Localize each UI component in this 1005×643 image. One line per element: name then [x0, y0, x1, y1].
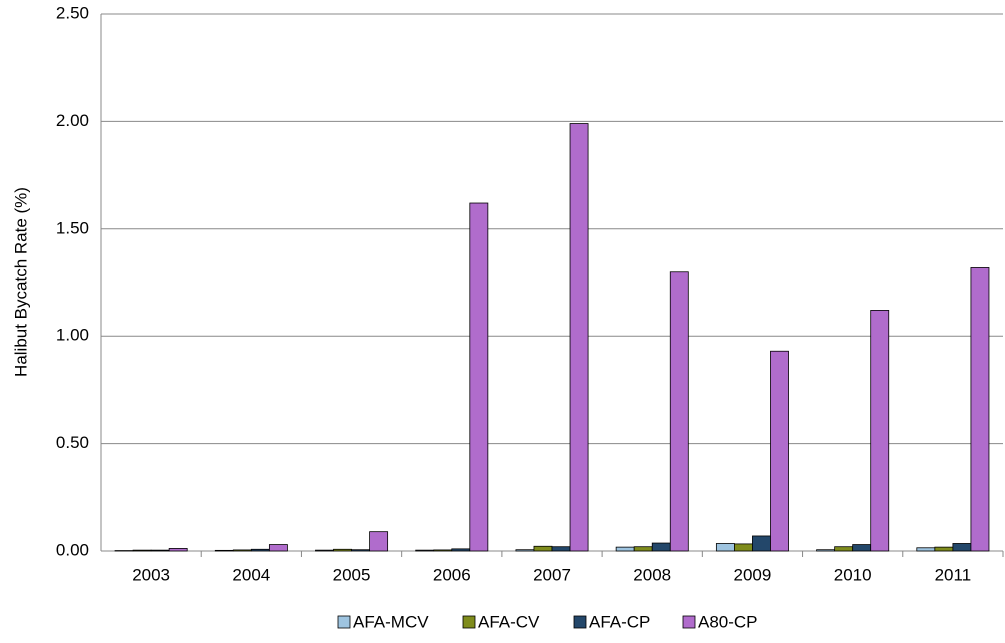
bar — [151, 550, 169, 551]
y-tick-label: 2.50 — [56, 3, 89, 22]
x-tick-label: 2005 — [333, 565, 371, 584]
bar — [251, 549, 269, 551]
bar — [817, 550, 835, 551]
bar — [169, 548, 187, 551]
bar — [634, 547, 652, 551]
legend-label: A80-CP — [698, 612, 758, 631]
bar — [552, 547, 570, 551]
bar — [352, 550, 370, 551]
bar — [871, 310, 889, 551]
y-tick-label: 1.50 — [56, 218, 89, 237]
x-tick-label: 2010 — [834, 565, 872, 584]
bar — [570, 124, 588, 551]
bar — [434, 550, 452, 551]
bar — [652, 543, 670, 551]
y-tick-label: 2.00 — [56, 111, 89, 130]
bar — [334, 549, 352, 551]
bar — [971, 267, 989, 551]
bar — [470, 203, 488, 551]
bar — [917, 548, 935, 551]
bar — [233, 550, 251, 551]
bar — [670, 272, 688, 551]
legend-label: AFA-MCV — [353, 612, 429, 631]
bar — [734, 544, 752, 551]
bar — [716, 543, 734, 551]
x-tick-label: 2003 — [132, 565, 170, 584]
y-axis-title: Halibut Bycatch Rate (%) — [11, 187, 30, 377]
legend-swatch — [683, 616, 695, 628]
bar — [835, 547, 853, 551]
bar — [534, 546, 552, 551]
legend-swatch — [463, 616, 475, 628]
bar — [269, 545, 287, 551]
bar — [516, 550, 534, 551]
bar — [953, 543, 971, 551]
bar — [416, 550, 434, 551]
bar — [853, 545, 871, 551]
x-tick-label: 2011 — [935, 565, 972, 584]
x-tick-label: 2008 — [633, 565, 671, 584]
bar — [935, 547, 953, 551]
y-tick-label: 1.00 — [56, 326, 89, 345]
x-tick-label: 2007 — [533, 565, 571, 584]
bar — [752, 536, 770, 551]
bar — [315, 550, 333, 551]
y-tick-label: 0.00 — [56, 540, 89, 559]
bar — [452, 549, 470, 551]
bar — [370, 532, 388, 551]
x-tick-label: 2009 — [734, 565, 772, 584]
legend-swatch — [574, 616, 586, 628]
x-tick-label: 2004 — [232, 565, 270, 584]
legend-label: AFA-CP — [589, 612, 650, 631]
bar — [770, 351, 788, 551]
x-tick-label: 2006 — [433, 565, 471, 584]
bar — [616, 547, 634, 551]
bar — [133, 550, 151, 551]
bar — [215, 550, 233, 551]
legend-label: AFA-CV — [478, 612, 540, 631]
legend-swatch — [338, 616, 350, 628]
y-tick-label: 0.50 — [56, 433, 89, 452]
